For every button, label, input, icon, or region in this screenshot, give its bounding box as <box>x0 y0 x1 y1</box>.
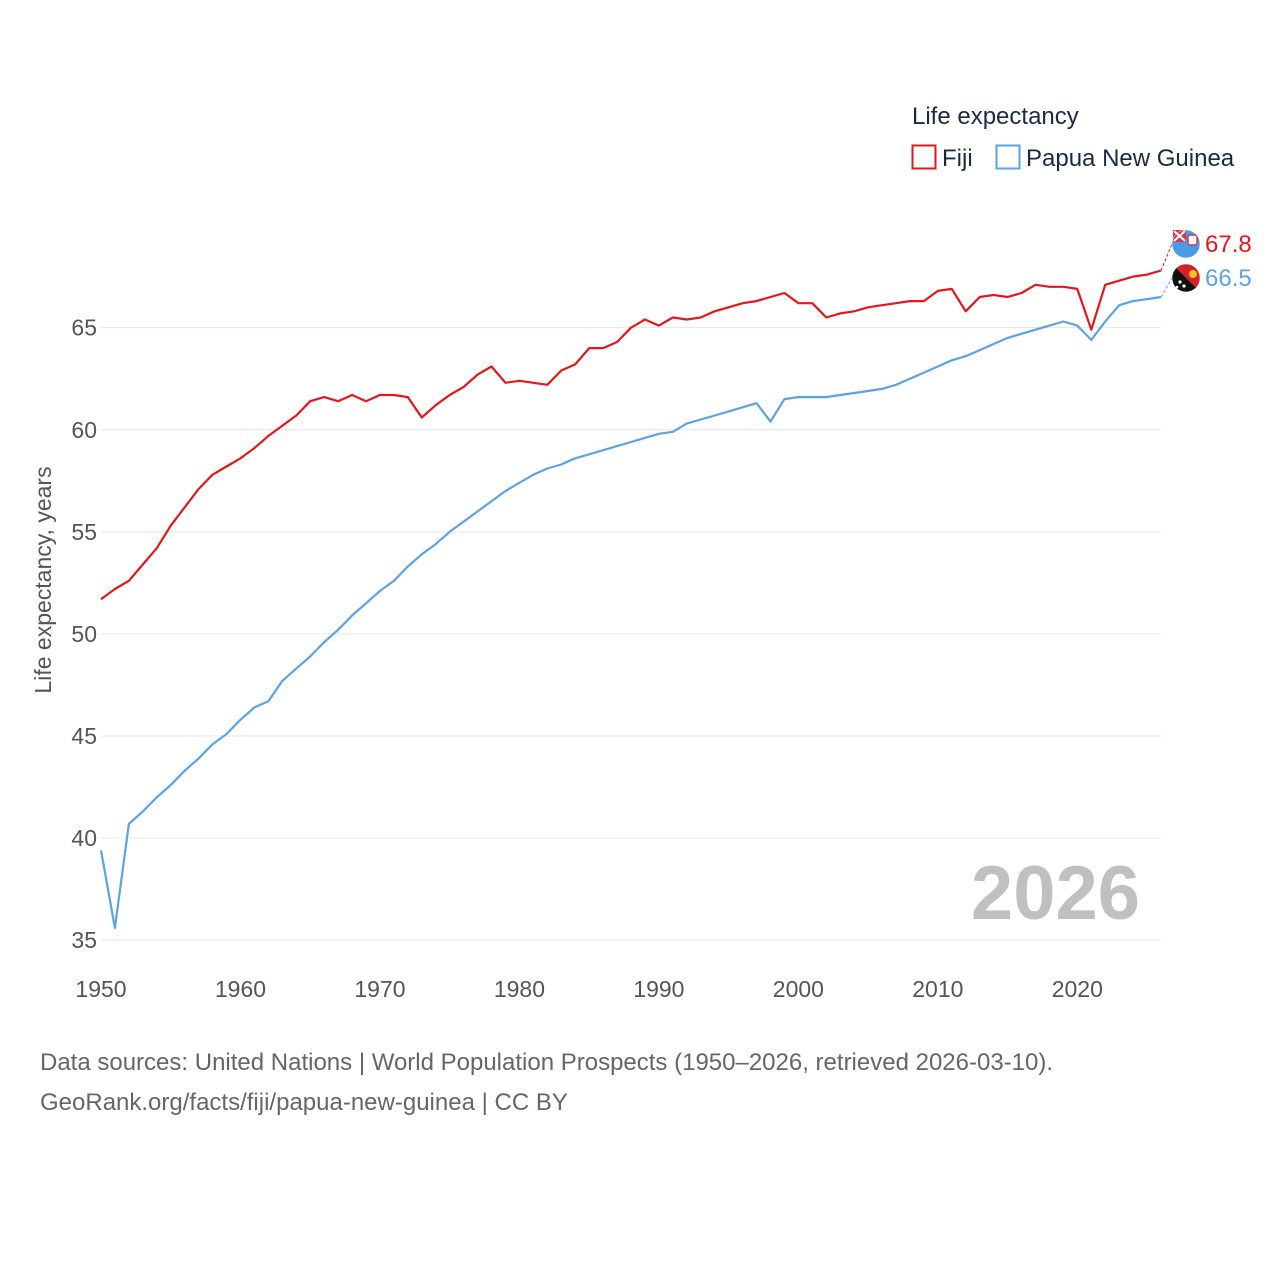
x-tick-label: 1990 <box>633 976 684 1002</box>
papua-new-guinea-flag-icon <box>1171 263 1201 293</box>
y-tick-label: 55 <box>71 519 97 545</box>
legend-title: Life expectancy <box>912 103 1079 130</box>
x-tick-label: 1970 <box>354 976 405 1002</box>
end-value-label-fiji: 67.8 <box>1205 231 1252 258</box>
end-value-label-papua-new-guinea: 66.5 <box>1205 265 1252 292</box>
legend-swatch-fiji <box>911 144 937 170</box>
y-tick-label: 35 <box>71 927 97 953</box>
x-tick-label: 1960 <box>215 976 266 1002</box>
source-url-line[interactable]: GeoRank.org/facts/fiji/papua-new-guinea … <box>40 1089 568 1116</box>
x-tick-label: 2000 <box>773 976 824 1002</box>
series-line-papua-new-guinea[interactable] <box>99 295 1162 930</box>
x-tick-label: 1950 <box>75 976 126 1002</box>
x-tick-label: 2020 <box>1052 976 1103 1002</box>
legend-item-fiji[interactable]: Fiji <box>911 144 973 172</box>
y-axis-title: Life expectancy, years <box>30 466 56 693</box>
legend: Life expectancy Fiji Papua New Guinea <box>911 103 1235 172</box>
y-tick-label: 60 <box>71 417 97 443</box>
x-tick-label: 2010 <box>912 976 963 1002</box>
line-chart: 35 40 45 50 55 60 65 1950 1960 1970 1980 1990 2000 2… <box>30 103 1252 1002</box>
legend-swatch-papua-new-guinea <box>995 144 1021 170</box>
current-year-watermark: 2026 <box>971 851 1140 936</box>
x-tick-label: 1980 <box>494 976 545 1002</box>
end-connector-papua-new-guinea <box>1160 277 1173 298</box>
legend-label-fiji: Fiji <box>942 145 973 172</box>
gridlines <box>101 327 1161 941</box>
legend-item-papua-new-guinea[interactable]: Papua New Guinea <box>995 144 1235 172</box>
source-footer: Data sources: United Nations | World Pop… <box>40 1043 1053 1123</box>
series-lines <box>99 269 1162 930</box>
fiji-flag-icon <box>1171 229 1201 259</box>
end-markers: 67.8 66.5 <box>1160 229 1252 298</box>
end-connector-fiji <box>1160 243 1173 271</box>
x-axis-ticks: 1950 1960 1970 1980 1990 2000 2010 2020 <box>75 976 1102 1002</box>
source-line: Data sources: United Nations | World Pop… <box>40 1049 1054 1076</box>
y-tick-label: 50 <box>71 621 97 647</box>
legend-label-papua-new-guinea: Papua New Guinea <box>1026 145 1235 172</box>
y-tick-label: 40 <box>71 825 97 851</box>
y-tick-label: 45 <box>71 723 97 749</box>
series-line-fiji[interactable] <box>100 269 1162 601</box>
y-tick-label: 65 <box>71 315 97 341</box>
y-axis-ticks: 35 40 45 50 55 60 65 <box>71 315 97 954</box>
